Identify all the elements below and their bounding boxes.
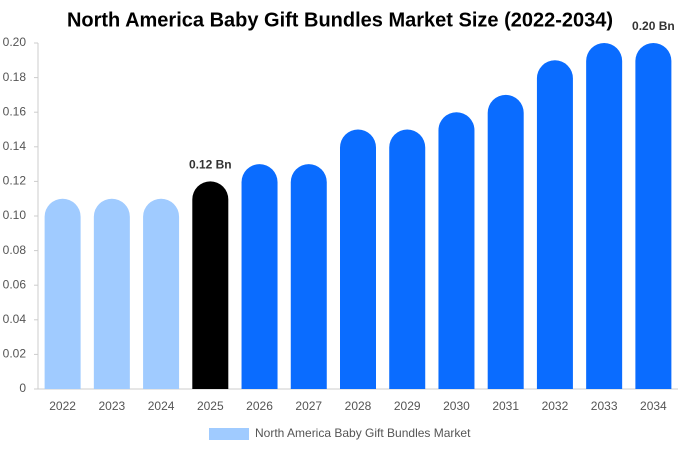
bar bbox=[93, 198, 130, 389]
y-tick-label: 0.04 bbox=[3, 312, 27, 326]
x-tick-label: 2027 bbox=[295, 399, 322, 413]
x-tick-label: 2031 bbox=[492, 399, 519, 413]
bar bbox=[389, 129, 426, 389]
y-tick-label: 0.02 bbox=[3, 347, 27, 361]
x-tick-label: 2034 bbox=[640, 399, 667, 413]
y-tick-label: 0.16 bbox=[3, 104, 27, 118]
bar bbox=[586, 43, 623, 389]
y-tick-label: 0.08 bbox=[3, 243, 27, 257]
y-tick-label: 0.14 bbox=[3, 139, 27, 153]
y-tick-label: 0 bbox=[19, 381, 26, 395]
y-tick-label: 0.06 bbox=[3, 277, 27, 291]
x-tick-label: 2025 bbox=[197, 399, 224, 413]
x-tick-label: 2030 bbox=[443, 399, 470, 413]
data-label: 0.20 Bn bbox=[632, 19, 675, 33]
x-tick-label: 2022 bbox=[49, 399, 76, 413]
x-tick-label: 2024 bbox=[148, 399, 175, 413]
x-tick-label: 2028 bbox=[345, 399, 372, 413]
x-tick-label: 2023 bbox=[98, 399, 125, 413]
bar bbox=[241, 164, 278, 389]
x-tick-label: 2029 bbox=[394, 399, 421, 413]
bar bbox=[44, 198, 81, 389]
x-tick-label: 2032 bbox=[542, 399, 569, 413]
x-tick-label: 2026 bbox=[246, 399, 273, 413]
data-label: 0.12 Bn bbox=[189, 158, 232, 172]
legend-swatch bbox=[209, 428, 249, 440]
bar bbox=[536, 60, 573, 389]
bar bbox=[487, 94, 524, 389]
x-tick-label: 2033 bbox=[591, 399, 618, 413]
bar bbox=[192, 181, 229, 389]
y-tick-label: 0.10 bbox=[3, 208, 27, 222]
y-tick-label: 0.20 bbox=[3, 35, 27, 49]
chart-title: North America Baby Gift Bundles Market S… bbox=[67, 9, 613, 31]
y-tick-label: 0.12 bbox=[3, 174, 27, 188]
bar bbox=[340, 129, 376, 389]
bar bbox=[143, 198, 180, 389]
legend-label: North America Baby Gift Bundles Market bbox=[255, 426, 471, 440]
y-tick-label: 0.18 bbox=[3, 70, 27, 84]
bar bbox=[635, 43, 672, 389]
bar bbox=[290, 164, 327, 389]
bar bbox=[438, 112, 475, 389]
